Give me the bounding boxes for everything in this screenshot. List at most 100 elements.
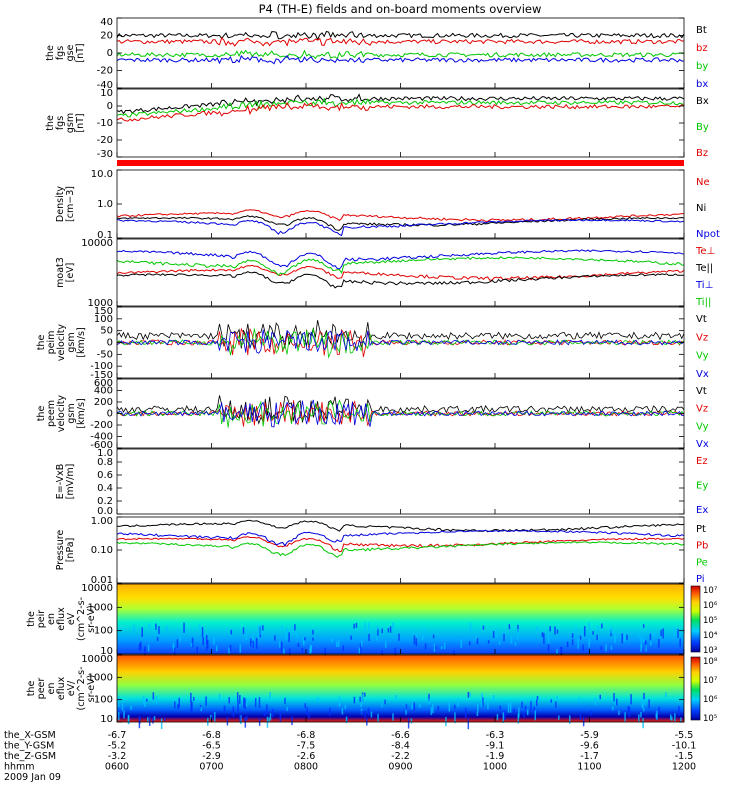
spectrogram-texture (384, 641, 387, 648)
spectrogram-texture (680, 717, 682, 723)
spectrogram-texture (243, 697, 245, 708)
spectrogram-texture (398, 633, 400, 641)
spectrogram-texture (509, 702, 512, 713)
spectrogram-texture (306, 707, 308, 716)
spectrogram-texture (177, 704, 179, 710)
spectrogram-texture (481, 693, 483, 698)
spectrogram-texture (467, 691, 470, 698)
spectrogram-texture (324, 647, 326, 658)
y-tick-label: -150 (90, 370, 113, 381)
series-line-Te (116, 271, 685, 289)
spectrogram-texture (245, 629, 248, 641)
legend-label: By (696, 122, 709, 133)
legend-label: Pt (696, 524, 706, 535)
y-tick-label: 10 (100, 88, 113, 99)
spectrogram-texture (291, 716, 293, 726)
spectrogram-texture (610, 645, 613, 650)
series-line-Npot (116, 218, 685, 237)
spectrogram-texture (601, 623, 603, 629)
spectrogram-texture (148, 623, 151, 630)
y-tick-label: -200 (90, 420, 113, 431)
spectrogram-texture (469, 692, 472, 697)
legend-label: Pb (696, 541, 708, 552)
x-axis-row-label: the_Z-GSM (4, 751, 56, 762)
spectrogram-texture (269, 691, 271, 699)
spectrogram-texture (364, 692, 366, 697)
y-tick-label: 0.0 (97, 506, 113, 517)
spectrogram-texture (430, 707, 433, 715)
y-axis-label: velocity (56, 395, 67, 433)
spectrogram-texture (133, 624, 135, 635)
y-axis-label: [eV] (65, 263, 76, 283)
spectrogram-texture (550, 699, 553, 703)
spectrogram-texture (592, 631, 594, 635)
series-line-Vx (116, 399, 685, 428)
spectrogram-texture (263, 711, 266, 717)
spectrogram-texture (185, 627, 187, 634)
spectrogram-texture (437, 706, 440, 711)
spectrogram-texture (627, 705, 630, 713)
spectrogram-texture (614, 699, 617, 706)
panel-2: Bx By Bz 10 0 -10 -20 -30 the fgs gsm [nT] (45, 88, 709, 160)
y-tick-label: -100 (90, 361, 113, 372)
spectrogram-texture (286, 707, 288, 711)
spectrogram-texture (200, 706, 202, 712)
legend-label: Te|| (695, 263, 713, 274)
x-axis-value: -2.6 (297, 751, 316, 762)
spectrogram-texture (476, 712, 479, 717)
spectrogram-texture (244, 698, 246, 710)
status-bar (117, 160, 684, 166)
spectrogram-texture (138, 643, 141, 651)
colorbar (690, 585, 701, 653)
series-line-Ti (116, 249, 685, 270)
x-axis-value: -6.8 (297, 730, 316, 741)
spectrogram-texture (395, 694, 397, 700)
y-axis-label: E=-VxB (55, 464, 66, 499)
spectrogram-texture (279, 711, 282, 723)
spectrogram-texture (671, 716, 673, 721)
spectrogram-texture (260, 623, 262, 635)
spectrogram-texture (147, 644, 150, 652)
spectrogram-texture (641, 697, 643, 708)
spectrogram-texture (174, 701, 176, 709)
spectrogram-texture (118, 712, 120, 721)
spectrogram-texture (229, 644, 232, 652)
spectrogram-texture (291, 625, 293, 635)
spectrogram-texture (367, 707, 370, 716)
spectrogram-texture (674, 713, 676, 722)
spectrogram-texture (677, 628, 679, 639)
panel-frame (116, 169, 685, 239)
series-line-Vy (116, 328, 685, 359)
spectrogram-texture (370, 711, 373, 718)
spectrogram-texture (648, 699, 650, 709)
spectrogram-texture (218, 693, 221, 700)
x-axis-value: -5.5 (675, 730, 694, 741)
spectrogram-texture (475, 634, 477, 641)
y-tick-label: 100 (94, 314, 113, 325)
y-tick-label: -20 (97, 135, 113, 146)
y-axis-label: [km/s] (76, 327, 87, 357)
spectrogram-texture (530, 701, 532, 712)
series-line-Bt (116, 30, 685, 41)
panel-frame (116, 378, 685, 449)
legend-label: Ti⊥ (695, 280, 713, 291)
spectrogram-texture (285, 629, 288, 640)
spectrogram-texture (621, 633, 624, 644)
spectrogram-texture (337, 639, 340, 648)
spectrogram-texture (624, 712, 626, 722)
spectrogram-texture (518, 707, 520, 718)
spectrogram-texture (206, 639, 209, 648)
spectrogram-texture (477, 703, 479, 713)
spectrogram-texture (394, 647, 397, 658)
spectrogram-texture (268, 717, 270, 723)
spectrogram-texture (630, 694, 632, 705)
spectrogram-texture (581, 628, 583, 639)
spectrogram-texture (614, 632, 616, 643)
spectrogram-texture (117, 696, 120, 708)
x-axis-row-label: hhmm (4, 762, 35, 773)
spectrogram-texture (618, 710, 620, 715)
panel-frame (116, 17, 685, 89)
spectrogram-texture (190, 643, 193, 647)
